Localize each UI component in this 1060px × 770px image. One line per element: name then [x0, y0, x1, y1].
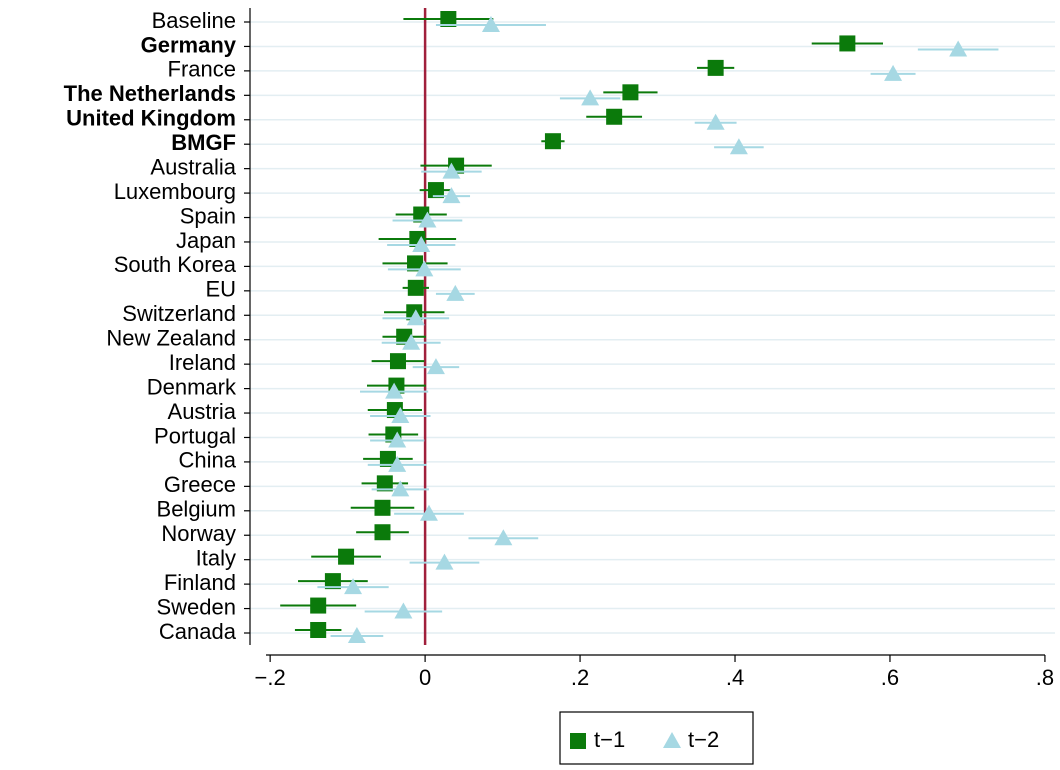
category-label: Canada	[159, 619, 237, 644]
marker	[338, 548, 355, 565]
x-tick-label: .6	[881, 665, 899, 690]
category-label: Belgium	[157, 497, 236, 522]
marker	[407, 279, 424, 296]
marker	[442, 162, 461, 179]
x-tick-label: .2	[571, 665, 589, 690]
marker	[389, 353, 406, 370]
marker	[388, 455, 407, 472]
marker	[391, 480, 410, 497]
marker	[622, 84, 639, 101]
category-label: Ireland	[169, 350, 236, 375]
marker	[706, 113, 725, 130]
marker	[374, 499, 391, 516]
marker	[581, 89, 600, 106]
category-label: Germany	[141, 32, 237, 57]
marker	[415, 260, 434, 277]
category-label: The Netherlands	[64, 81, 236, 106]
marker	[426, 358, 445, 375]
x-tick-label: .4	[726, 665, 744, 690]
marker	[391, 407, 410, 424]
category-label: New Zealand	[106, 326, 236, 351]
legend-marker	[570, 733, 586, 749]
marker	[310, 622, 327, 638]
marker	[544, 133, 561, 150]
category-label: China	[179, 448, 237, 473]
category-label: Australia	[150, 154, 236, 179]
legend-marker	[663, 732, 681, 748]
marker	[435, 553, 454, 570]
category-label: Norway	[161, 521, 236, 546]
marker	[427, 182, 444, 199]
marker	[379, 450, 396, 467]
category-label: Spain	[180, 203, 236, 228]
category-label: Sweden	[156, 594, 236, 619]
marker	[606, 108, 623, 125]
category-label: Italy	[196, 545, 236, 570]
marker	[412, 235, 431, 252]
marker	[440, 11, 457, 27]
category-label: Switzerland	[122, 301, 236, 326]
marker	[729, 138, 748, 155]
legend-label: t−1	[594, 727, 625, 752]
category-label: Portugal	[154, 423, 236, 448]
legend-label: t−2	[688, 727, 719, 752]
marker	[418, 211, 437, 228]
marker	[707, 59, 724, 76]
category-label: Greece	[164, 472, 236, 497]
marker	[839, 35, 856, 52]
marker	[344, 578, 363, 595]
category-label: Baseline	[152, 8, 236, 33]
legend-box	[559, 711, 754, 765]
category-label: Austria	[168, 399, 237, 424]
marker	[419, 504, 438, 521]
marker	[949, 40, 968, 57]
x-tick-label: 0	[419, 665, 431, 690]
marker	[374, 524, 391, 541]
x-tick-label: −.2	[255, 665, 286, 690]
marker	[385, 382, 404, 399]
category-label: Japan	[176, 228, 236, 253]
marker	[407, 255, 424, 272]
category-label: EU	[205, 277, 236, 302]
marker	[324, 573, 341, 590]
marker	[884, 64, 903, 81]
category-label: BMGF	[171, 130, 236, 155]
category-label: United Kingdom	[66, 106, 236, 131]
category-label: Denmark	[147, 374, 237, 399]
marker	[394, 602, 413, 619]
marker	[494, 529, 513, 546]
marker	[347, 627, 366, 643]
marker	[388, 431, 407, 448]
marker	[442, 187, 461, 204]
marker	[376, 475, 393, 492]
marker	[446, 284, 465, 301]
category-label: France	[168, 57, 236, 82]
category-label: Luxembourg	[114, 179, 236, 204]
x-tick-label: .8	[1036, 665, 1054, 690]
marker	[402, 333, 421, 350]
marker	[406, 309, 425, 326]
category-label: Finland	[164, 570, 236, 595]
marker	[481, 16, 500, 32]
category-label: South Korea	[114, 252, 237, 277]
marker	[310, 597, 327, 614]
